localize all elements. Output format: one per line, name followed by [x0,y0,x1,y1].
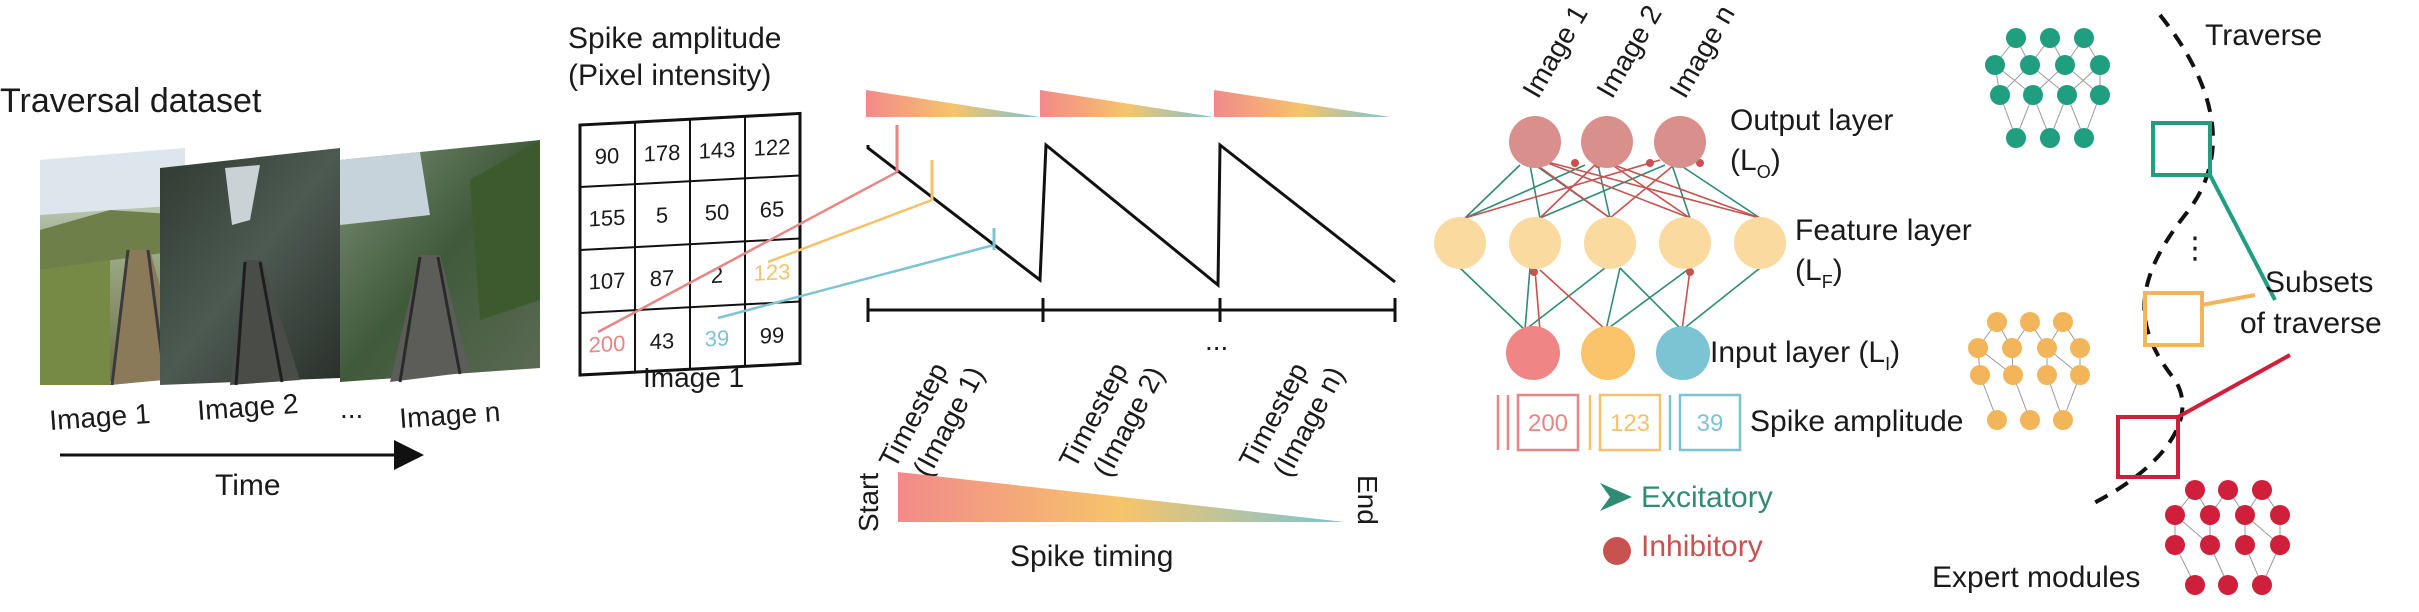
expert-module-green [1985,28,2110,148]
input-node-blue [1656,326,1710,380]
output-layer-label: Output layer [1730,104,1893,137]
feature-node [1584,217,1636,269]
spike-value-blue: 39 [1697,410,1724,437]
expert-modules-label: Expert modules [1932,561,2140,594]
grid-cell-red: 200 [589,331,626,358]
end-label: End [1352,475,1383,525]
feature-node [1734,217,1786,269]
timestep-2-label: Timestep (Image 2) [1053,358,1170,482]
feature-layer-symbol: (LF) [1795,254,1843,292]
subset-connector-yellow [2201,293,2256,307]
projection-line-blue [717,243,995,320]
of-traverse-label: of traverse [2240,307,2382,340]
panel-spike-amplitude: Spike amplitude (Pixel intensity) 90 178… [568,22,995,393]
input-node-yellow [1581,326,1635,380]
subset-box-red [2116,415,2180,479]
grid-cell: 65 [760,196,784,222]
input-node-red [1506,326,1560,380]
image-n-label: Image n [398,396,501,434]
gradient-wedge [866,90,1040,117]
panel-traversal-dataset: Traversal dataset Image [0,82,540,502]
grid-cell: 143 [699,137,736,164]
grid-cell: 87 [650,265,674,291]
traverse-label: Traverse [2205,19,2322,52]
grid-cell: 50 [705,199,729,225]
feature-node [1659,217,1711,269]
output-image-1-label: Image 1 [1516,0,1593,103]
output-image-2-label: Image 2 [1590,0,1667,103]
inhibitory-dot-icon [1603,537,1631,565]
grid-cell: 178 [644,140,681,167]
timestep-ellipsis: ... [1205,325,1228,356]
subsets-label: Subsets [2265,266,2373,299]
panel-expert-modules: Traverse ⋮ Subsets of traverse [1932,13,2382,595]
grid-cell: 43 [650,328,674,354]
grid-cell: 5 [656,202,668,228]
projection-line-yellow [767,198,933,264]
panel-spike-timing: Timestep (Image 1) Timestep (Image 2) ..… [853,90,1397,573]
grid-cell: 122 [754,134,791,161]
feature-node [1434,217,1486,269]
spike-timing-label: Spike timing [1010,540,1173,573]
expert-module-yellow [1968,312,2090,430]
timestep-1-label: Timestep (Image 1) [873,358,990,482]
excitatory-label: Excitatory [1641,481,1773,514]
subset-connector-green [2208,174,2277,301]
output-node [1654,116,1706,168]
grid-cell-blue: 39 [705,325,729,351]
feature-layer-label: Feature layer [1795,214,1972,247]
expert-module-red [2165,480,2290,595]
sawtooth-waveform [866,141,1396,289]
image-ellipsis: ... [340,393,363,424]
inhibitory-connections [1464,159,1761,331]
timestep-n-label: Timestep (Image n) [1233,358,1350,482]
traverse-path [2089,13,2215,507]
input-layer-label: Input layer (LI) [1710,336,1900,374]
time-label: Time [215,469,281,502]
excitatory-connections [1459,164,1761,331]
vertical-ellipsis: ⋮ [2180,232,2210,265]
image-2-thumbnail [160,148,340,386]
subset-box-yellow [2143,291,2204,347]
projection-line-red [597,170,898,334]
spike-timing-gradient [898,472,1345,522]
gradient-wedge [1214,90,1390,117]
pixel-grid: 90 178 143 122 155 5 50 65 107 87 2 123 … [578,111,802,377]
spike-value-yellow: 123 [1610,410,1650,437]
image-2-label: Image 2 [196,388,299,426]
grid-cell: 155 [589,205,626,232]
feature-node [1509,217,1561,269]
output-image-n-label: Image n [1663,0,1740,103]
output-layer-symbol: (LO) [1730,144,1781,182]
gradient-wedge [1040,90,1214,117]
traversal-dataset-title: Traversal dataset [0,82,262,120]
spike-amplitude-title: Spike amplitude [568,22,781,55]
start-label: Start [853,473,884,532]
spike-amplitude-label: Spike amplitude [1750,405,1963,438]
output-node [1509,116,1561,168]
excitatory-arrow-icon [1600,483,1632,511]
grid-caption: Image 1 [643,362,744,393]
subset-connector-red [2177,353,2291,419]
subset-box-green [2151,121,2212,177]
panel-network: Image 1 Image 2 Image n [1434,0,1972,565]
pixel-intensity-subtitle: (Pixel intensity) [568,59,771,92]
inhibitory-label: Inhibitory [1641,530,1763,563]
image-n-thumbnail [340,140,540,383]
image-1-label: Image 1 [48,398,151,436]
grid-cell: 90 [595,143,619,169]
grid-cell: 107 [589,268,626,295]
grid-cell: 99 [760,322,784,348]
grid-cell-yellow: 123 [754,259,791,286]
spike-value-red: 200 [1528,410,1568,437]
output-node [1581,116,1633,168]
spike-amplitude-boxes: 200 123 39 [1496,393,1742,452]
